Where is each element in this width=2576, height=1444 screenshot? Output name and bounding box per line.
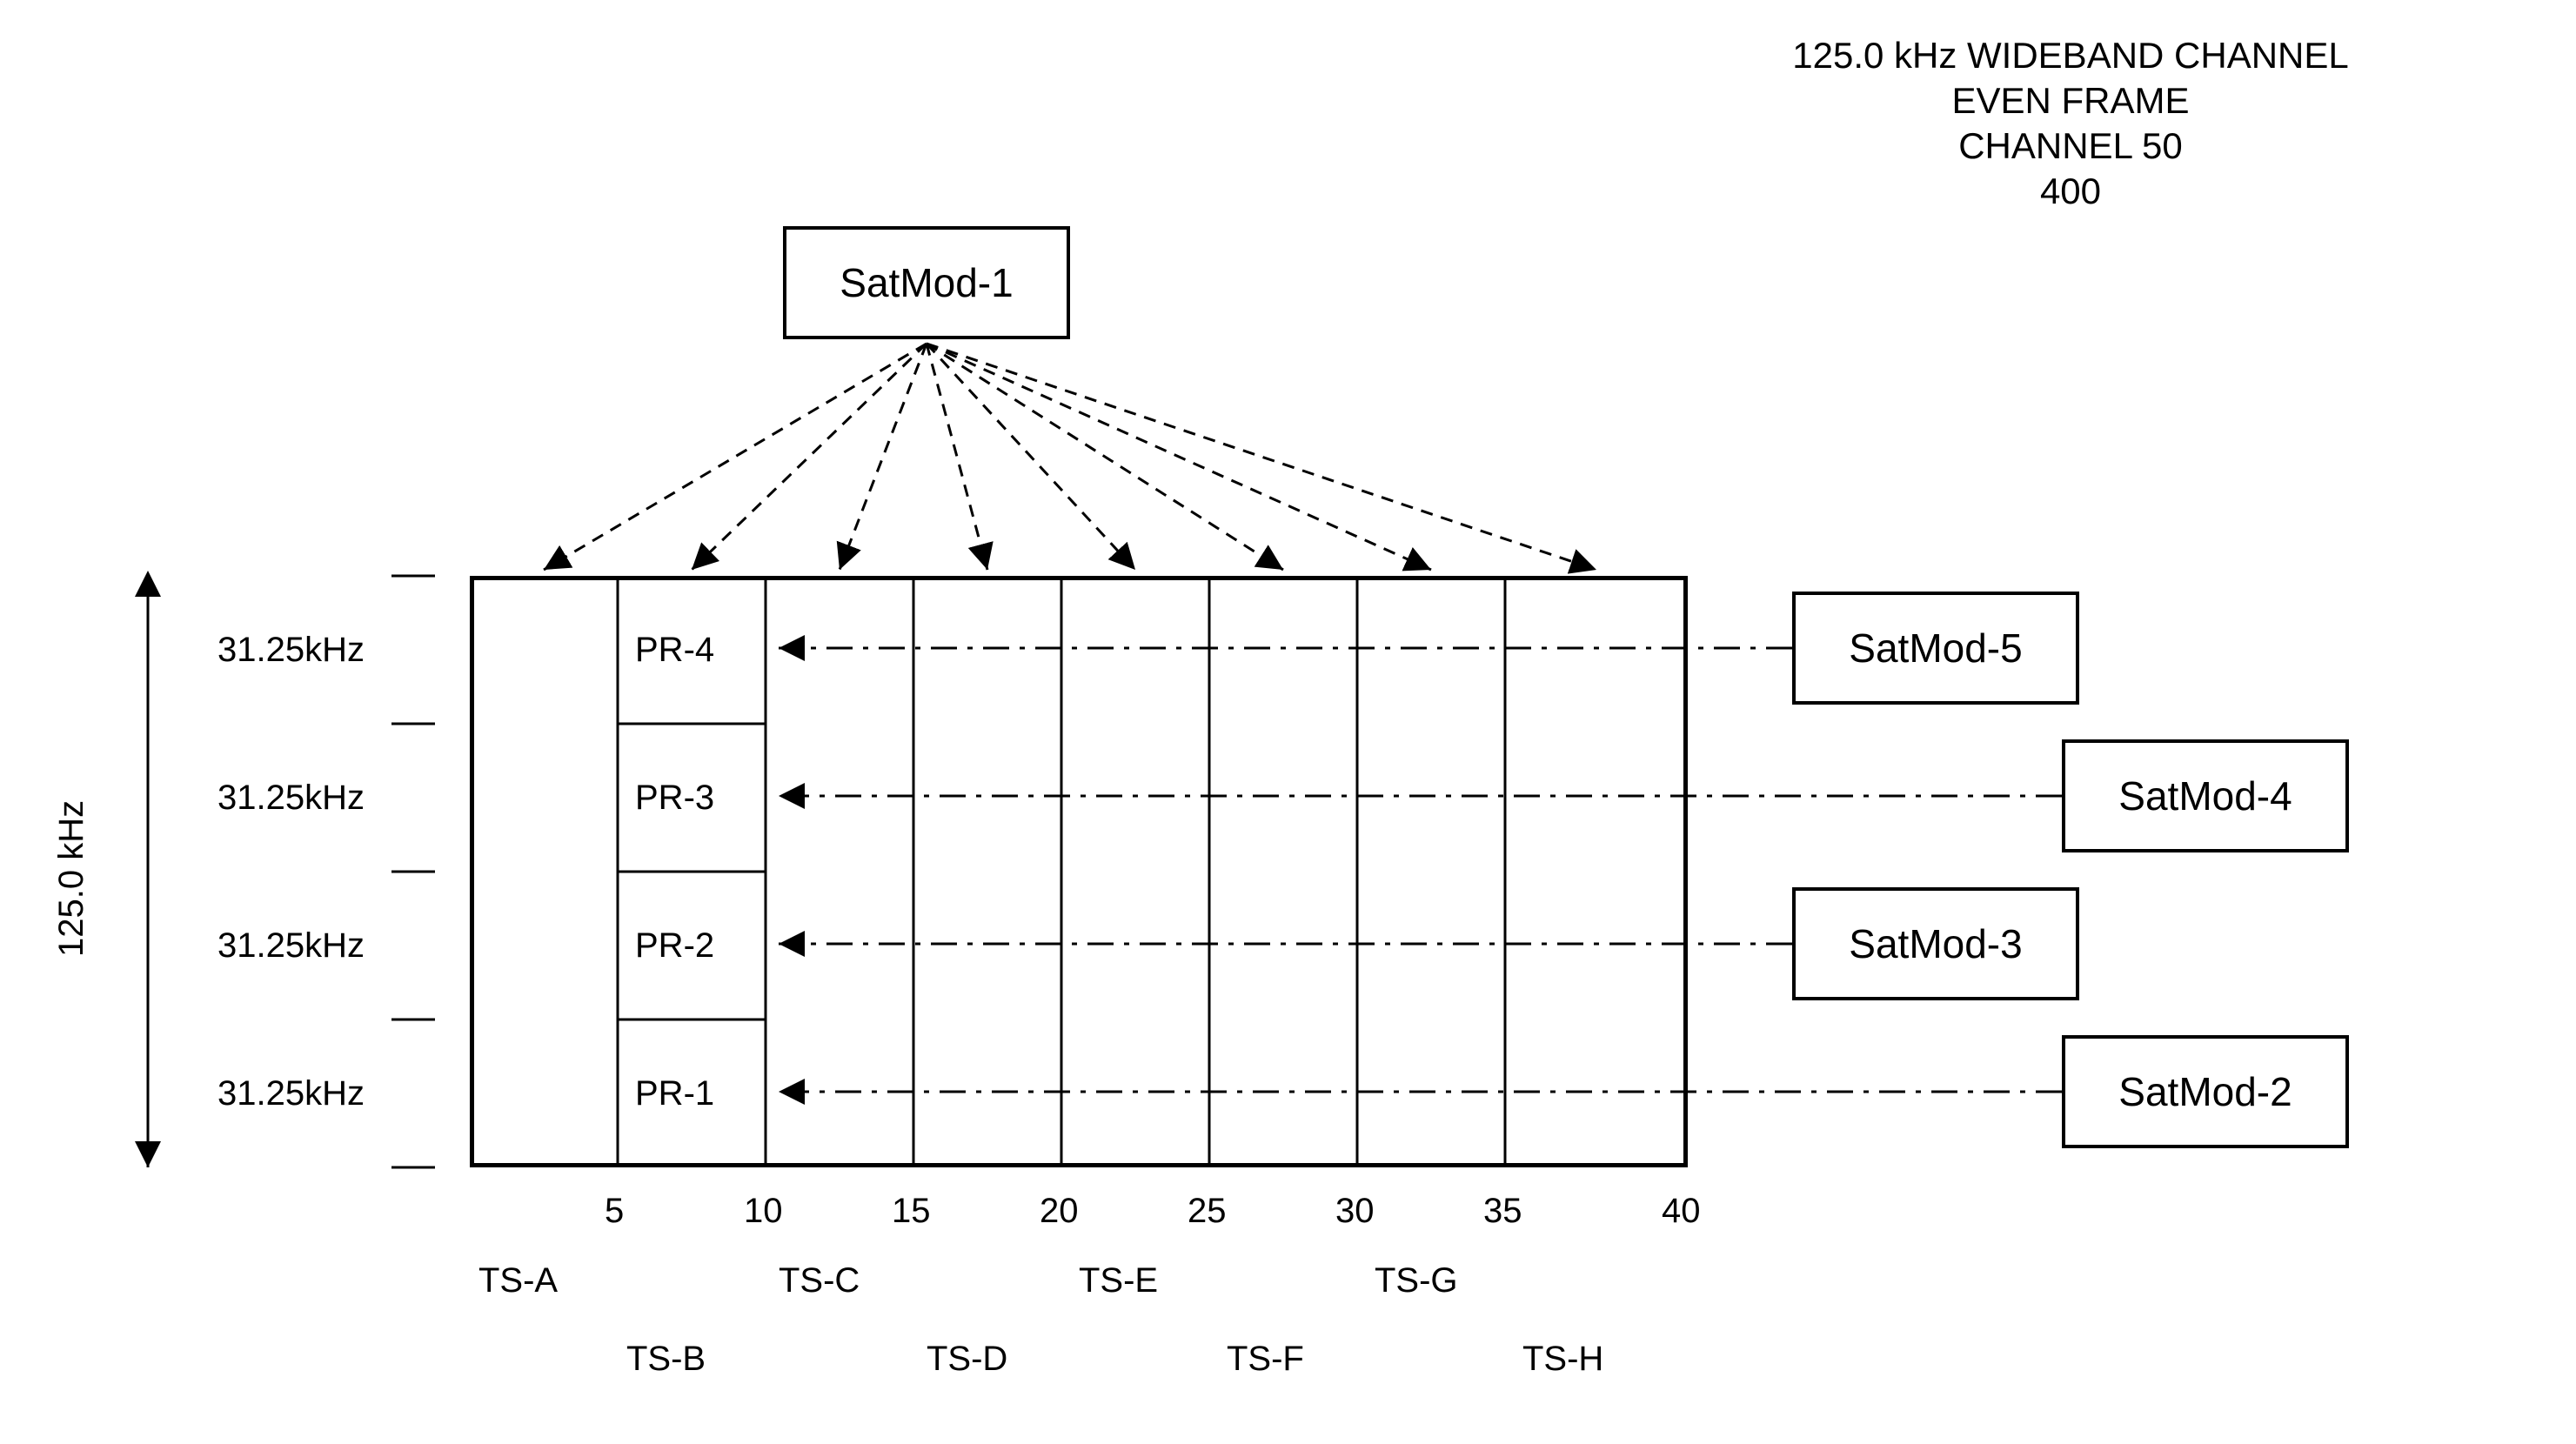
satmod-4-box: SatMod-4 <box>2062 739 2349 852</box>
ts-b: TS-B <box>626 1340 706 1379</box>
ts-c: TS-C <box>779 1261 860 1300</box>
satmod-4-label: SatMod-4 <box>2118 772 2292 819</box>
ts-a: TS-A <box>478 1261 558 1300</box>
pr-label-4: PR-4 <box>635 631 714 670</box>
pr-label-1: PR-1 <box>635 1074 714 1113</box>
header-line-4: 400 <box>1766 170 2375 212</box>
satmod-2-box: SatMod-2 <box>2062 1035 2349 1148</box>
satmod-3-box: SatMod-3 <box>1792 887 2079 1000</box>
header-line-3: CHANNEL 50 <box>1766 125 2375 167</box>
xtick-35: 35 <box>1483 1192 1522 1231</box>
xtick-10: 10 <box>744 1192 783 1231</box>
ts-g: TS-G <box>1375 1261 1458 1300</box>
header-line-1: 125.0 kHz WIDEBAND CHANNEL <box>1766 35 2375 77</box>
satmod-5-label: SatMod-5 <box>1849 625 2022 672</box>
xtick-20: 20 <box>1040 1192 1079 1231</box>
xtick-30: 30 <box>1335 1192 1375 1231</box>
ts-d: TS-D <box>927 1340 1007 1379</box>
subchannel-label-2: 31.25kHz <box>217 779 365 818</box>
pr-label-2: PR-2 <box>635 926 714 966</box>
subchannel-label-4: 31.25kHz <box>217 1074 365 1113</box>
xtick-15: 15 <box>892 1192 931 1231</box>
subchannel-label-1: 31.25kHz <box>217 631 365 670</box>
satmod-2-label: SatMod-2 <box>2118 1068 2292 1115</box>
freq-bracket-label: 125.0 kHz <box>52 800 91 957</box>
satmod-3-label: SatMod-3 <box>1849 920 2022 967</box>
xtick-5: 5 <box>605 1192 624 1231</box>
satmod-1-box: SatMod-1 <box>783 226 1070 339</box>
header-line-2: EVEN FRAME <box>1766 80 2375 122</box>
satmod1-arrows <box>544 344 1596 570</box>
satmod-1-label: SatMod-1 <box>840 259 1013 306</box>
satmod-5-box: SatMod-5 <box>1792 592 2079 705</box>
ts-f: TS-F <box>1227 1340 1304 1379</box>
ts-e: TS-E <box>1079 1261 1158 1300</box>
xtick-25: 25 <box>1188 1192 1227 1231</box>
pr-label-3: PR-3 <box>635 779 714 818</box>
subchannel-label-3: 31.25kHz <box>217 926 365 966</box>
ts-h: TS-H <box>1522 1340 1603 1379</box>
xtick-40: 40 <box>1662 1192 1701 1231</box>
